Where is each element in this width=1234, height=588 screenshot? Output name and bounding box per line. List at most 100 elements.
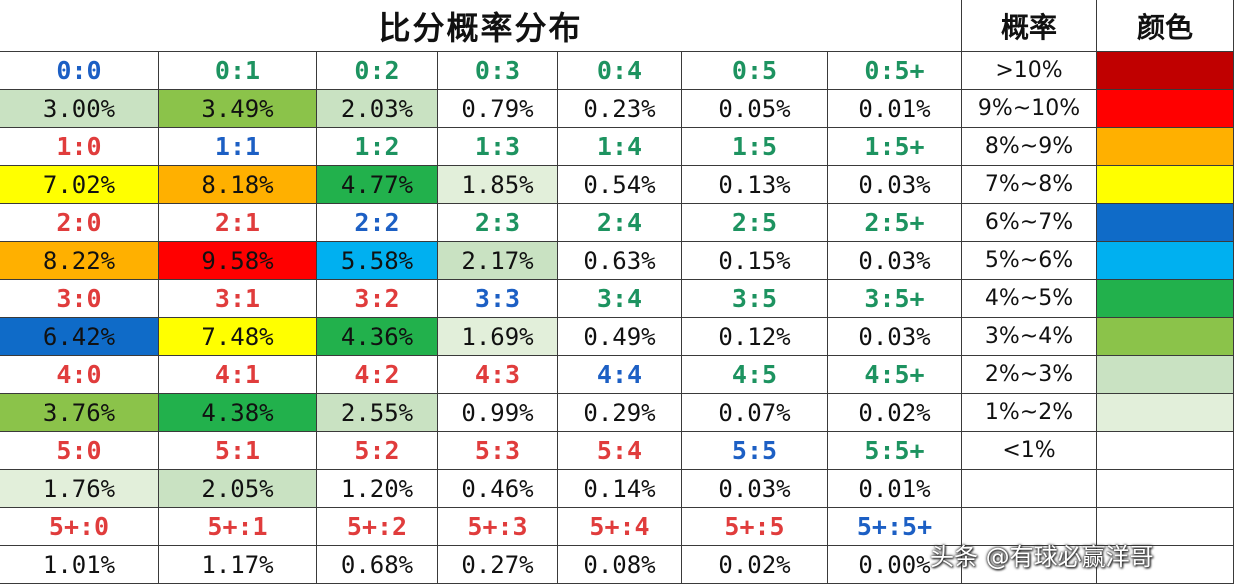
score-cell: 0:5 xyxy=(682,52,828,90)
probability-cell: 0.03% xyxy=(828,242,962,280)
probability-cell: 0.08% xyxy=(558,546,682,584)
score-cell: 5:3 xyxy=(438,432,558,470)
legend-color-swatch xyxy=(1097,166,1234,204)
score-cell: 4:4 xyxy=(558,356,682,394)
probability-cell: 2.05% xyxy=(159,470,317,508)
probability-cell: 1.85% xyxy=(438,166,558,204)
probability-cell: 7.02% xyxy=(0,166,159,204)
legend-color-swatch xyxy=(1097,356,1234,394)
score-cell: 4:1 xyxy=(159,356,317,394)
legend-color-fill xyxy=(1097,128,1233,165)
probability-cell: 0.49% xyxy=(558,318,682,356)
score-cell: 2:0 xyxy=(0,204,159,242)
probability-cell: 0.01% xyxy=(828,470,962,508)
probability-cell: 0.07% xyxy=(682,394,828,432)
legend-color-swatch xyxy=(1097,508,1234,546)
score-cell: 5+:1 xyxy=(159,508,317,546)
score-cell: 0:5+ xyxy=(828,52,962,90)
probability-cell: 0.54% xyxy=(558,166,682,204)
score-cell: 2:5+ xyxy=(828,204,962,242)
legend-range xyxy=(962,546,1097,584)
score-cell: 1:5+ xyxy=(828,128,962,166)
score-cell: 1:1 xyxy=(159,128,317,166)
score-cell: 1:2 xyxy=(317,128,438,166)
legend-range: 4%~5% xyxy=(962,280,1097,318)
score-cell: 5+:2 xyxy=(317,508,438,546)
score-cell: 3:1 xyxy=(159,280,317,318)
score-cell: 3:0 xyxy=(0,280,159,318)
probability-cell: 0.63% xyxy=(558,242,682,280)
legend-color-fill xyxy=(1097,470,1233,507)
legend-color-swatch xyxy=(1097,52,1234,90)
legend-range: 2%~3% xyxy=(962,356,1097,394)
probability-cell: 4.77% xyxy=(317,166,438,204)
probability-cell: 4.38% xyxy=(159,394,317,432)
probability-cell: 3.49% xyxy=(159,90,317,128)
score-cell: 2:1 xyxy=(159,204,317,242)
score-cell: 0:1 xyxy=(159,52,317,90)
probability-cell: 6.42% xyxy=(0,318,159,356)
legend-range xyxy=(962,470,1097,508)
score-cell: 3:4 xyxy=(558,280,682,318)
legend-range: <1% xyxy=(962,432,1097,470)
color-header: 颜色 xyxy=(1097,0,1234,52)
score-cell: 1:3 xyxy=(438,128,558,166)
score-cell: 1:0 xyxy=(0,128,159,166)
legend-range: 3%~4% xyxy=(962,318,1097,356)
probability-cell: 0.03% xyxy=(682,470,828,508)
legend-color-swatch xyxy=(1097,432,1234,470)
legend-color-fill xyxy=(1097,394,1233,431)
score-cell: 0:2 xyxy=(317,52,438,90)
score-cell: 1:5 xyxy=(682,128,828,166)
legend-range: 1%~2% xyxy=(962,394,1097,432)
probability-header: 概率 xyxy=(962,0,1097,52)
legend-color-swatch xyxy=(1097,128,1234,166)
score-cell: 3:5 xyxy=(682,280,828,318)
score-cell: 5+:5 xyxy=(682,508,828,546)
score-cell: 5+:4 xyxy=(558,508,682,546)
probability-cell: 0.02% xyxy=(828,394,962,432)
legend-color-swatch xyxy=(1097,394,1234,432)
probability-cell: 0.27% xyxy=(438,546,558,584)
score-cell: 5+:5+ xyxy=(828,508,962,546)
probability-cell: 1.01% xyxy=(0,546,159,584)
probability-cell: 5.58% xyxy=(317,242,438,280)
legend-color-fill xyxy=(1097,318,1233,355)
probability-cell: 1.76% xyxy=(0,470,159,508)
probability-cell: 0.15% xyxy=(682,242,828,280)
legend-color-swatch xyxy=(1097,242,1234,280)
probability-cell: 2.17% xyxy=(438,242,558,280)
score-cell: 5+:3 xyxy=(438,508,558,546)
score-cell: 5:1 xyxy=(159,432,317,470)
score-cell: 0:4 xyxy=(558,52,682,90)
legend-range: 8%~9% xyxy=(962,128,1097,166)
score-cell: 3:3 xyxy=(438,280,558,318)
probability-cell: 0.13% xyxy=(682,166,828,204)
legend-color-swatch xyxy=(1097,318,1234,356)
legend-range: 6%~7% xyxy=(962,204,1097,242)
probability-cell: 2.03% xyxy=(317,90,438,128)
score-cell: 1:4 xyxy=(558,128,682,166)
legend-range: >10% xyxy=(962,52,1097,90)
legend-color-fill xyxy=(1097,52,1233,89)
score-cell: 5:4 xyxy=(558,432,682,470)
score-cell: 4:0 xyxy=(0,356,159,394)
score-cell: 4:3 xyxy=(438,356,558,394)
probability-cell: 0.12% xyxy=(682,318,828,356)
legend-color-fill xyxy=(1097,280,1233,317)
legend-range: 7%~8% xyxy=(962,166,1097,204)
legend-color-fill xyxy=(1097,204,1233,241)
probability-cell: 8.22% xyxy=(0,242,159,280)
probability-cell: 0.03% xyxy=(828,166,962,204)
legend-color-swatch xyxy=(1097,204,1234,242)
score-cell: 5:5+ xyxy=(828,432,962,470)
legend-color-fill xyxy=(1097,432,1233,469)
legend-color-fill xyxy=(1097,90,1233,127)
legend-color-fill xyxy=(1097,508,1233,545)
probability-cell: 1.20% xyxy=(317,470,438,508)
score-cell: 5:0 xyxy=(0,432,159,470)
legend-color-fill xyxy=(1097,242,1233,279)
score-cell: 2:5 xyxy=(682,204,828,242)
probability-cell: 0.03% xyxy=(828,318,962,356)
score-cell: 3:2 xyxy=(317,280,438,318)
